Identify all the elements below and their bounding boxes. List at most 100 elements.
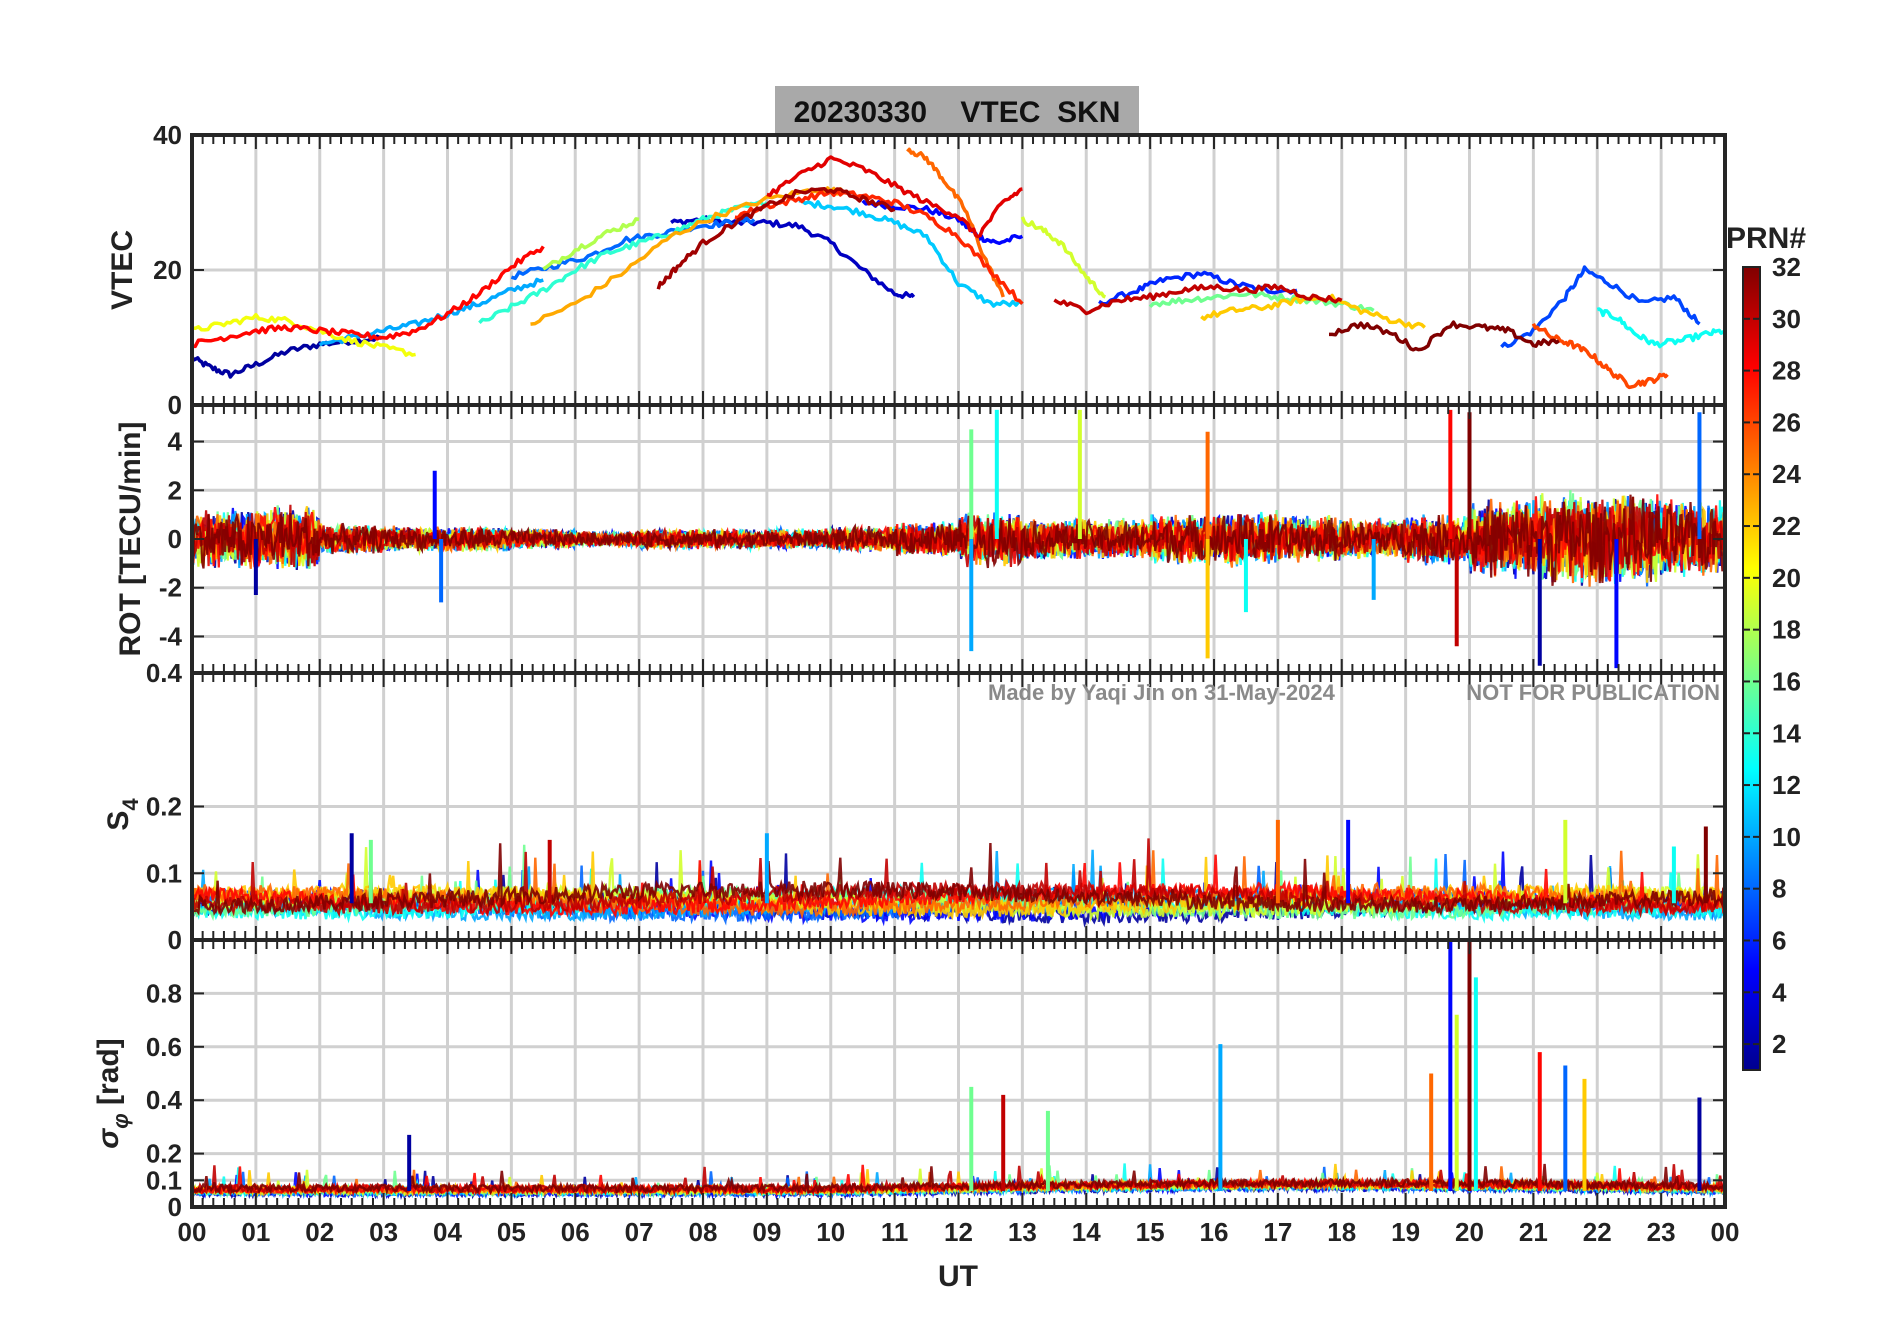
x-tick-label: 02 — [305, 1217, 334, 1247]
x-tick-label: 20 — [1455, 1217, 1484, 1247]
colorbar-tick-label: 4 — [1772, 977, 1787, 1007]
series-prn-7 — [1500, 265, 1701, 349]
x-tick-label: 10 — [816, 1217, 845, 1247]
y-tick-label: 0.1 — [146, 858, 182, 888]
x-tick-label: 07 — [625, 1217, 654, 1247]
x-tick-label: 18 — [1327, 1217, 1356, 1247]
watermark-notice: NOT FOR PUBLICATION — [1466, 680, 1720, 705]
series-prn-16 — [1148, 290, 1375, 313]
x-axis-ticks: 00 01 02 03 04 05 06 07 08 09 10 11 12 13 14 15 16 17 18 19… — [178, 1217, 1740, 1247]
colorbar-tick-label: 24 — [1772, 459, 1801, 489]
y-axis-label: ROT [TECU/min] — [114, 422, 147, 657]
panel-sigphi-data — [192, 940, 1725, 1201]
x-axis-label: UT — [938, 1260, 978, 1293]
colorbar-tick-label: 32 — [1772, 252, 1801, 282]
series-prn-28 — [192, 245, 545, 349]
colorbar-tick-label: 10 — [1772, 822, 1801, 852]
colorbar-tick-label: 6 — [1772, 925, 1786, 955]
colorbar-tick-label: 18 — [1772, 615, 1801, 645]
x-tick-label: 19 — [1391, 1217, 1420, 1247]
panel-vtec-data — [192, 147, 1725, 390]
colorbar-tick-label: 16 — [1772, 666, 1801, 696]
y-tick-label: 0.2 — [146, 792, 182, 822]
series-prn-26 — [1531, 322, 1669, 390]
x-tick-label: 09 — [752, 1217, 781, 1247]
series-prn-32 — [192, 842, 1725, 917]
x-tick-label: 00 — [1711, 1217, 1740, 1247]
series-prn-30 — [1053, 283, 1343, 316]
series-prn-18 — [542, 217, 640, 271]
y-tick-label: 0 — [168, 925, 182, 955]
x-tick-label: 00 — [178, 1217, 207, 1247]
x-tick-label: 21 — [1519, 1217, 1548, 1247]
y-tick-label: 0.2 — [146, 1139, 182, 1169]
x-tick-label: 11 — [881, 1217, 909, 1247]
y-axis-label: S4 — [102, 798, 143, 831]
y-tick-label: 0 — [168, 1192, 182, 1222]
y-tick-label: 0.6 — [146, 1032, 182, 1062]
series-prn-31 — [656, 186, 896, 290]
colorbar-tick-label: 22 — [1772, 511, 1801, 541]
watermark-author: Made by Yaqi Jin on 31-May-2024 — [988, 680, 1336, 705]
x-tick-label: 04 — [433, 1217, 462, 1247]
y-tick-label: 0.8 — [146, 978, 182, 1008]
series-prn-32 — [1329, 320, 1560, 352]
y-tick-label: -4 — [159, 621, 183, 651]
colorbar-tick-label: 2 — [1772, 1029, 1786, 1059]
y-tick-label: 0.4 — [146, 1085, 183, 1115]
y-tick-label: 40 — [153, 120, 182, 150]
x-tick-label: 08 — [689, 1217, 718, 1247]
title-box — [775, 86, 1139, 135]
series-prn-11 — [798, 198, 1024, 308]
x-tick-label: 06 — [561, 1217, 590, 1247]
colorbar-tick-label: 20 — [1772, 563, 1801, 593]
series-prn-30 — [192, 838, 1725, 919]
colorbar — [1742, 266, 1761, 1071]
x-tick-label: 22 — [1583, 1217, 1612, 1247]
colorbar-tick-label: 14 — [1772, 718, 1801, 748]
colorbar-tick-label: 30 — [1772, 304, 1801, 334]
series-prn-6 — [1098, 270, 1298, 306]
series-prn-8 — [510, 215, 756, 281]
x-tick-label: 13 — [1008, 1217, 1037, 1247]
x-tick-label: 12 — [944, 1217, 973, 1247]
y-axis-label: VTEC — [106, 230, 139, 310]
x-tick-label: 15 — [1136, 1217, 1165, 1247]
panel-s4: 0 0.1 0.2 0.4 S4 — [102, 658, 1727, 955]
series-prn-29 — [766, 155, 1023, 239]
panel-rot-data — [192, 409, 1725, 669]
y-tick-label: 4 — [168, 427, 183, 457]
x-tick-label: 05 — [497, 1217, 526, 1247]
chart-title: 20230330 VTEC SKN — [794, 96, 1121, 129]
y-tick-label: -2 — [159, 573, 182, 603]
x-tick-label: 17 — [1263, 1217, 1292, 1247]
y-tick-label: 0 — [168, 524, 182, 554]
panel-rot: -4 -2 0 2 4 ROT [TECU/min] — [114, 403, 1727, 675]
series-prn-13 — [1596, 307, 1725, 349]
y-axis-label: σφ [rad] — [92, 1038, 133, 1148]
x-tick-label: 01 — [241, 1217, 270, 1247]
x-tick-label: 14 — [1072, 1217, 1101, 1247]
colorbar-title: PRN# — [1726, 222, 1806, 255]
colorbar-tick-label: 12 — [1772, 770, 1801, 800]
x-tick-label: 03 — [369, 1217, 398, 1247]
y-tick-label: 0.1 — [146, 1165, 182, 1195]
series-prn-10 — [318, 277, 544, 347]
series-prn-22 — [1200, 293, 1426, 330]
y-tick-label: 2 — [168, 475, 182, 505]
series-prn-14 — [478, 199, 769, 325]
y-tick-label: 0 — [168, 390, 182, 420]
panel-vtec: 0 20 40 VTEC — [106, 120, 1727, 420]
colorbar-tick-label: 26 — [1772, 407, 1801, 437]
series-prn-5 — [861, 199, 1024, 246]
x-tick-label: 16 — [1200, 1217, 1229, 1247]
panel-s4-data — [192, 819, 1725, 928]
colorbar-tick-label: 28 — [1772, 356, 1801, 386]
y-tick-label: 0.4 — [146, 658, 183, 688]
panel-sigphi: 00.10.2 0.4 0.6 0.8 σφ [rad] — [92, 938, 1727, 1222]
colorbar-tick-label: 8 — [1772, 874, 1786, 904]
x-tick-label: 23 — [1647, 1217, 1676, 1247]
